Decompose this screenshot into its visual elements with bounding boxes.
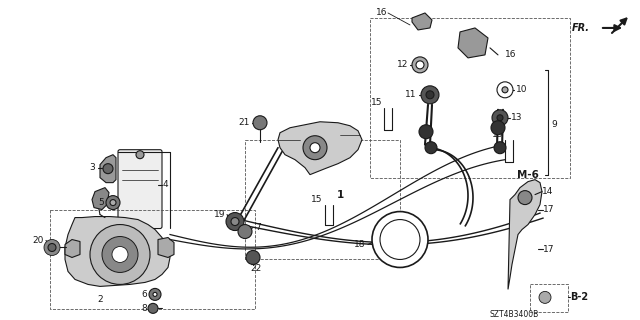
Circle shape <box>102 236 138 272</box>
Circle shape <box>303 136 327 160</box>
Text: 4: 4 <box>163 180 168 189</box>
Text: 12: 12 <box>397 60 408 69</box>
Circle shape <box>539 292 551 303</box>
Polygon shape <box>92 188 109 210</box>
Circle shape <box>419 125 433 139</box>
Circle shape <box>502 87 508 93</box>
Text: 16: 16 <box>505 50 516 60</box>
Text: SZT4B3400B: SZT4B3400B <box>490 310 540 319</box>
Circle shape <box>106 196 120 210</box>
Circle shape <box>380 220 420 260</box>
Circle shape <box>492 110 508 126</box>
Circle shape <box>148 303 158 313</box>
Text: 15: 15 <box>310 195 322 204</box>
Bar <box>530 284 568 312</box>
Text: 11: 11 <box>404 90 416 99</box>
Circle shape <box>518 191 532 204</box>
Polygon shape <box>508 180 542 289</box>
Circle shape <box>497 115 503 121</box>
Text: 17: 17 <box>543 245 554 254</box>
Circle shape <box>44 239 60 255</box>
Circle shape <box>153 292 157 296</box>
Text: 20: 20 <box>33 236 44 245</box>
Circle shape <box>497 82 513 98</box>
Polygon shape <box>65 217 170 286</box>
Circle shape <box>310 143 320 153</box>
Bar <box>50 210 255 309</box>
Circle shape <box>491 121 505 135</box>
Circle shape <box>425 142 437 154</box>
Text: M-6: M-6 <box>517 170 539 180</box>
Text: 18: 18 <box>353 240 365 249</box>
Bar <box>245 140 400 260</box>
Text: 13: 13 <box>511 113 522 122</box>
Circle shape <box>412 57 428 73</box>
Polygon shape <box>458 28 488 58</box>
Text: 3: 3 <box>89 163 95 172</box>
Circle shape <box>48 244 56 252</box>
Polygon shape <box>412 13 432 30</box>
Circle shape <box>90 225 150 284</box>
Text: 15: 15 <box>492 130 503 139</box>
Text: 9: 9 <box>551 120 557 129</box>
Text: 2: 2 <box>97 295 103 304</box>
Text: 14: 14 <box>542 187 554 196</box>
Circle shape <box>253 116 267 130</box>
Text: FR.: FR. <box>572 23 590 33</box>
Text: 22: 22 <box>250 264 262 274</box>
Circle shape <box>231 218 239 226</box>
Polygon shape <box>158 237 174 258</box>
Polygon shape <box>100 155 116 183</box>
Circle shape <box>112 246 128 262</box>
Circle shape <box>149 288 161 300</box>
Text: 5: 5 <box>99 198 104 207</box>
Bar <box>370 18 570 178</box>
Circle shape <box>103 164 113 174</box>
Text: 6: 6 <box>141 290 147 299</box>
Text: 7: 7 <box>255 223 260 232</box>
Text: 8: 8 <box>141 304 147 313</box>
Circle shape <box>136 151 144 159</box>
Circle shape <box>238 225 252 238</box>
Circle shape <box>372 212 428 268</box>
Polygon shape <box>65 239 80 258</box>
Circle shape <box>494 142 506 154</box>
Text: 16: 16 <box>376 8 387 18</box>
Circle shape <box>416 61 424 69</box>
Text: 1: 1 <box>337 190 344 200</box>
Circle shape <box>421 86 439 104</box>
Polygon shape <box>278 122 362 175</box>
Text: 15: 15 <box>371 98 382 107</box>
FancyBboxPatch shape <box>118 150 162 228</box>
Circle shape <box>246 251 260 264</box>
Text: 21: 21 <box>239 118 250 127</box>
Text: 17: 17 <box>543 205 554 214</box>
Text: 19: 19 <box>214 210 225 219</box>
Circle shape <box>226 212 244 230</box>
Circle shape <box>426 91 434 99</box>
Text: B-2: B-2 <box>570 292 588 302</box>
Text: 10: 10 <box>516 85 527 94</box>
Circle shape <box>110 200 116 205</box>
